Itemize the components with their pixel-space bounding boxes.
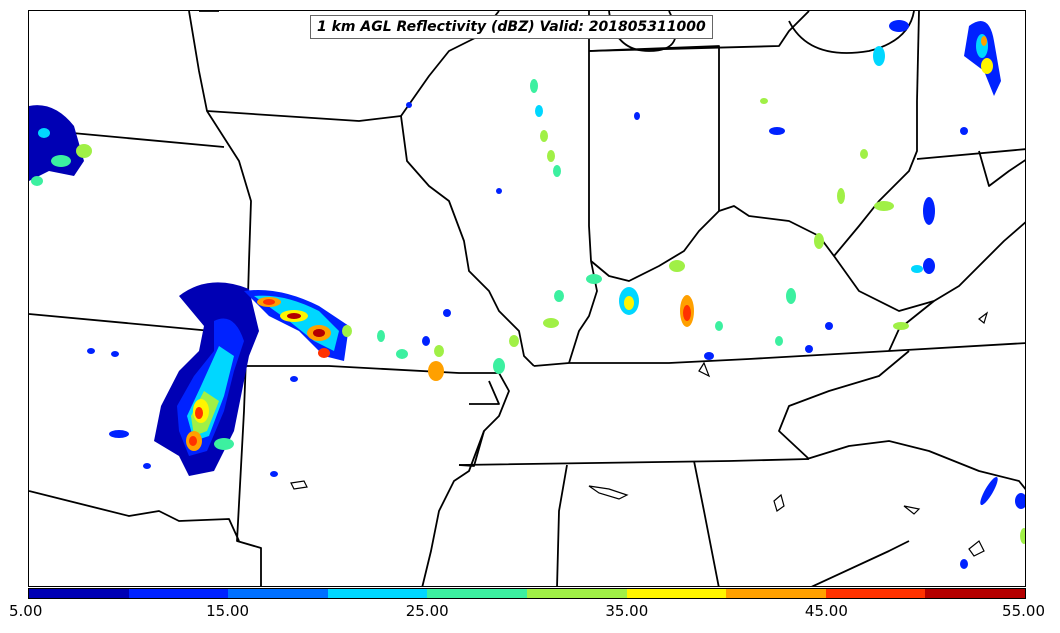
colorbar-tick-label: 35.00 (605, 602, 649, 620)
colorbar-segment (825, 589, 926, 598)
colorbar-tick-label: 55.00 (1002, 602, 1045, 620)
colorbar-tick-label: 15.00 (206, 602, 250, 620)
colorbar-segment (228, 589, 328, 598)
colorbar-segment (128, 589, 229, 598)
colorbar-segment (626, 589, 727, 598)
colorbar (28, 588, 1026, 599)
colorbar-segment (925, 589, 1025, 598)
colorbar-segment (29, 589, 129, 598)
reflectivity-echoes (29, 20, 1025, 569)
colorbar-tick-label: 25.00 (405, 602, 449, 620)
map-title: 1 km AGL Reflectivity (dBZ) Valid: 20180… (310, 15, 713, 39)
colorbar-tick-label: 45.00 (804, 602, 848, 620)
colorbar-tick-label: 5.00 (9, 602, 43, 620)
colorbar-segment (427, 589, 527, 598)
colorbar-segment (526, 589, 627, 598)
state-boundaries (29, 11, 1025, 586)
colorbar-segment (327, 589, 428, 598)
reflectivity-map (29, 11, 1025, 586)
lakes (290, 311, 989, 557)
colorbar-segment (726, 589, 826, 598)
map-frame (28, 10, 1026, 587)
